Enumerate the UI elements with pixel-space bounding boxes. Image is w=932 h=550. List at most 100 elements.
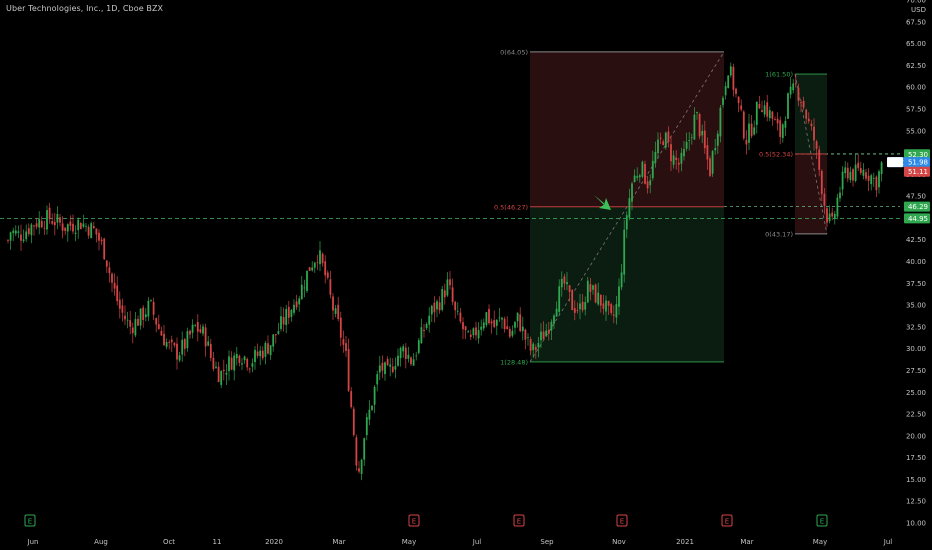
- candle-body: [85, 225, 87, 227]
- candle-body: [675, 157, 678, 161]
- candle-body: [485, 312, 488, 325]
- candle-body: [308, 267, 311, 271]
- candle-body: [683, 149, 685, 157]
- candle-body: [677, 162, 680, 165]
- fib2-level-label: 0.5(52.34): [759, 150, 793, 158]
- candle-body: [293, 304, 295, 313]
- candle-body: [488, 308, 490, 324]
- y-tick-label: 70.00: [906, 0, 926, 5]
- candle-body: [347, 348, 350, 391]
- candle-body: [763, 105, 766, 115]
- fib-level-label: 1(28.48): [500, 358, 528, 366]
- candle-body: [852, 169, 854, 181]
- candle-body: [350, 391, 353, 408]
- candle-body: [610, 304, 613, 313]
- y-tick-label: 57.50: [906, 105, 926, 113]
- candle-body: [649, 180, 652, 186]
- candle-body: [397, 355, 399, 366]
- y-tick-label: 15.00: [906, 476, 926, 484]
- y-tick-label: 40.00: [906, 258, 926, 266]
- y-tick-label: 32.50: [906, 323, 926, 331]
- candle-body: [792, 83, 795, 91]
- candle-body: [157, 324, 160, 329]
- candle-body: [620, 272, 623, 288]
- candle-body: [800, 102, 802, 104]
- candle-body: [508, 328, 511, 337]
- candle-body: [72, 223, 74, 232]
- candle-body: [272, 334, 275, 347]
- candle-body: [844, 167, 847, 174]
- x-tick-label: Jul: [883, 538, 893, 546]
- candle-body: [428, 315, 431, 325]
- price-tag: [904, 201, 930, 212]
- candle-body: [480, 326, 483, 330]
- candle-body: [316, 262, 319, 264]
- candle-body: [696, 112, 698, 114]
- candle-body: [638, 175, 641, 178]
- candle-body: [25, 231, 28, 240]
- chart-title: Uber Technologies, Inc., 1D, Cboe BZX: [6, 4, 164, 13]
- candle-body: [147, 300, 150, 317]
- candle-body: [709, 158, 711, 176]
- candle-body: [150, 300, 152, 301]
- candle-body: [235, 353, 238, 359]
- fib2-level-label: 1(61.50): [765, 71, 793, 79]
- y-tick-label: 55.00: [906, 127, 926, 135]
- candle-body: [802, 101, 805, 108]
- candle-body: [152, 301, 155, 315]
- candle-body: [878, 171, 880, 188]
- candle-body: [727, 75, 730, 89]
- candle-body: [417, 340, 420, 353]
- candle-body: [784, 120, 787, 128]
- candle-body: [475, 327, 477, 336]
- candle-body: [137, 318, 139, 326]
- candle-body: [441, 288, 444, 310]
- candle-body: [553, 315, 555, 324]
- candle-body: [469, 334, 472, 337]
- candle-body: [563, 276, 566, 284]
- candle-body: [300, 284, 303, 300]
- candle-body: [449, 279, 451, 286]
- candle-body: [529, 339, 532, 351]
- price-axis-bg: [900, 0, 932, 550]
- candle-body: [735, 88, 737, 94]
- price-tag-label: 51.98: [908, 159, 928, 167]
- candle-body: [568, 285, 571, 292]
- candle-body: [35, 223, 38, 227]
- candle-body: [703, 130, 706, 149]
- price-tag-label: 52.30: [908, 151, 928, 159]
- candle-body: [836, 197, 839, 217]
- candle-body: [48, 207, 51, 220]
- candle-body: [482, 322, 485, 329]
- price-tag-prefix-bg: [887, 157, 903, 168]
- candle-body: [430, 305, 433, 315]
- candle-body: [745, 139, 748, 145]
- candle-body: [59, 217, 61, 223]
- candle-body: [654, 151, 657, 163]
- candle-body: [865, 172, 867, 179]
- candle-body: [659, 137, 662, 139]
- candle-body: [789, 86, 792, 95]
- candle-body: [337, 304, 340, 320]
- candle-body: [90, 223, 93, 239]
- y-tick-label: 25.00: [906, 389, 926, 397]
- candle-body: [228, 356, 230, 372]
- candle-body: [9, 232, 12, 241]
- candle-body: [493, 320, 496, 328]
- candle-body: [69, 221, 72, 226]
- candle-body: [849, 171, 852, 180]
- candle-body: [287, 306, 290, 318]
- candle-body: [636, 176, 639, 178]
- candle-body: [750, 123, 753, 137]
- candle-body: [298, 298, 301, 305]
- candle-body: [740, 105, 743, 110]
- candle-body: [332, 296, 334, 311]
- candle-body: [514, 321, 516, 328]
- candle-body: [407, 354, 410, 359]
- candle-body: [233, 355, 236, 371]
- x-tick-label: Mar: [332, 538, 345, 546]
- earnings-marker: E: [816, 514, 828, 527]
- candle-body: [831, 212, 834, 217]
- candle-body: [14, 230, 17, 234]
